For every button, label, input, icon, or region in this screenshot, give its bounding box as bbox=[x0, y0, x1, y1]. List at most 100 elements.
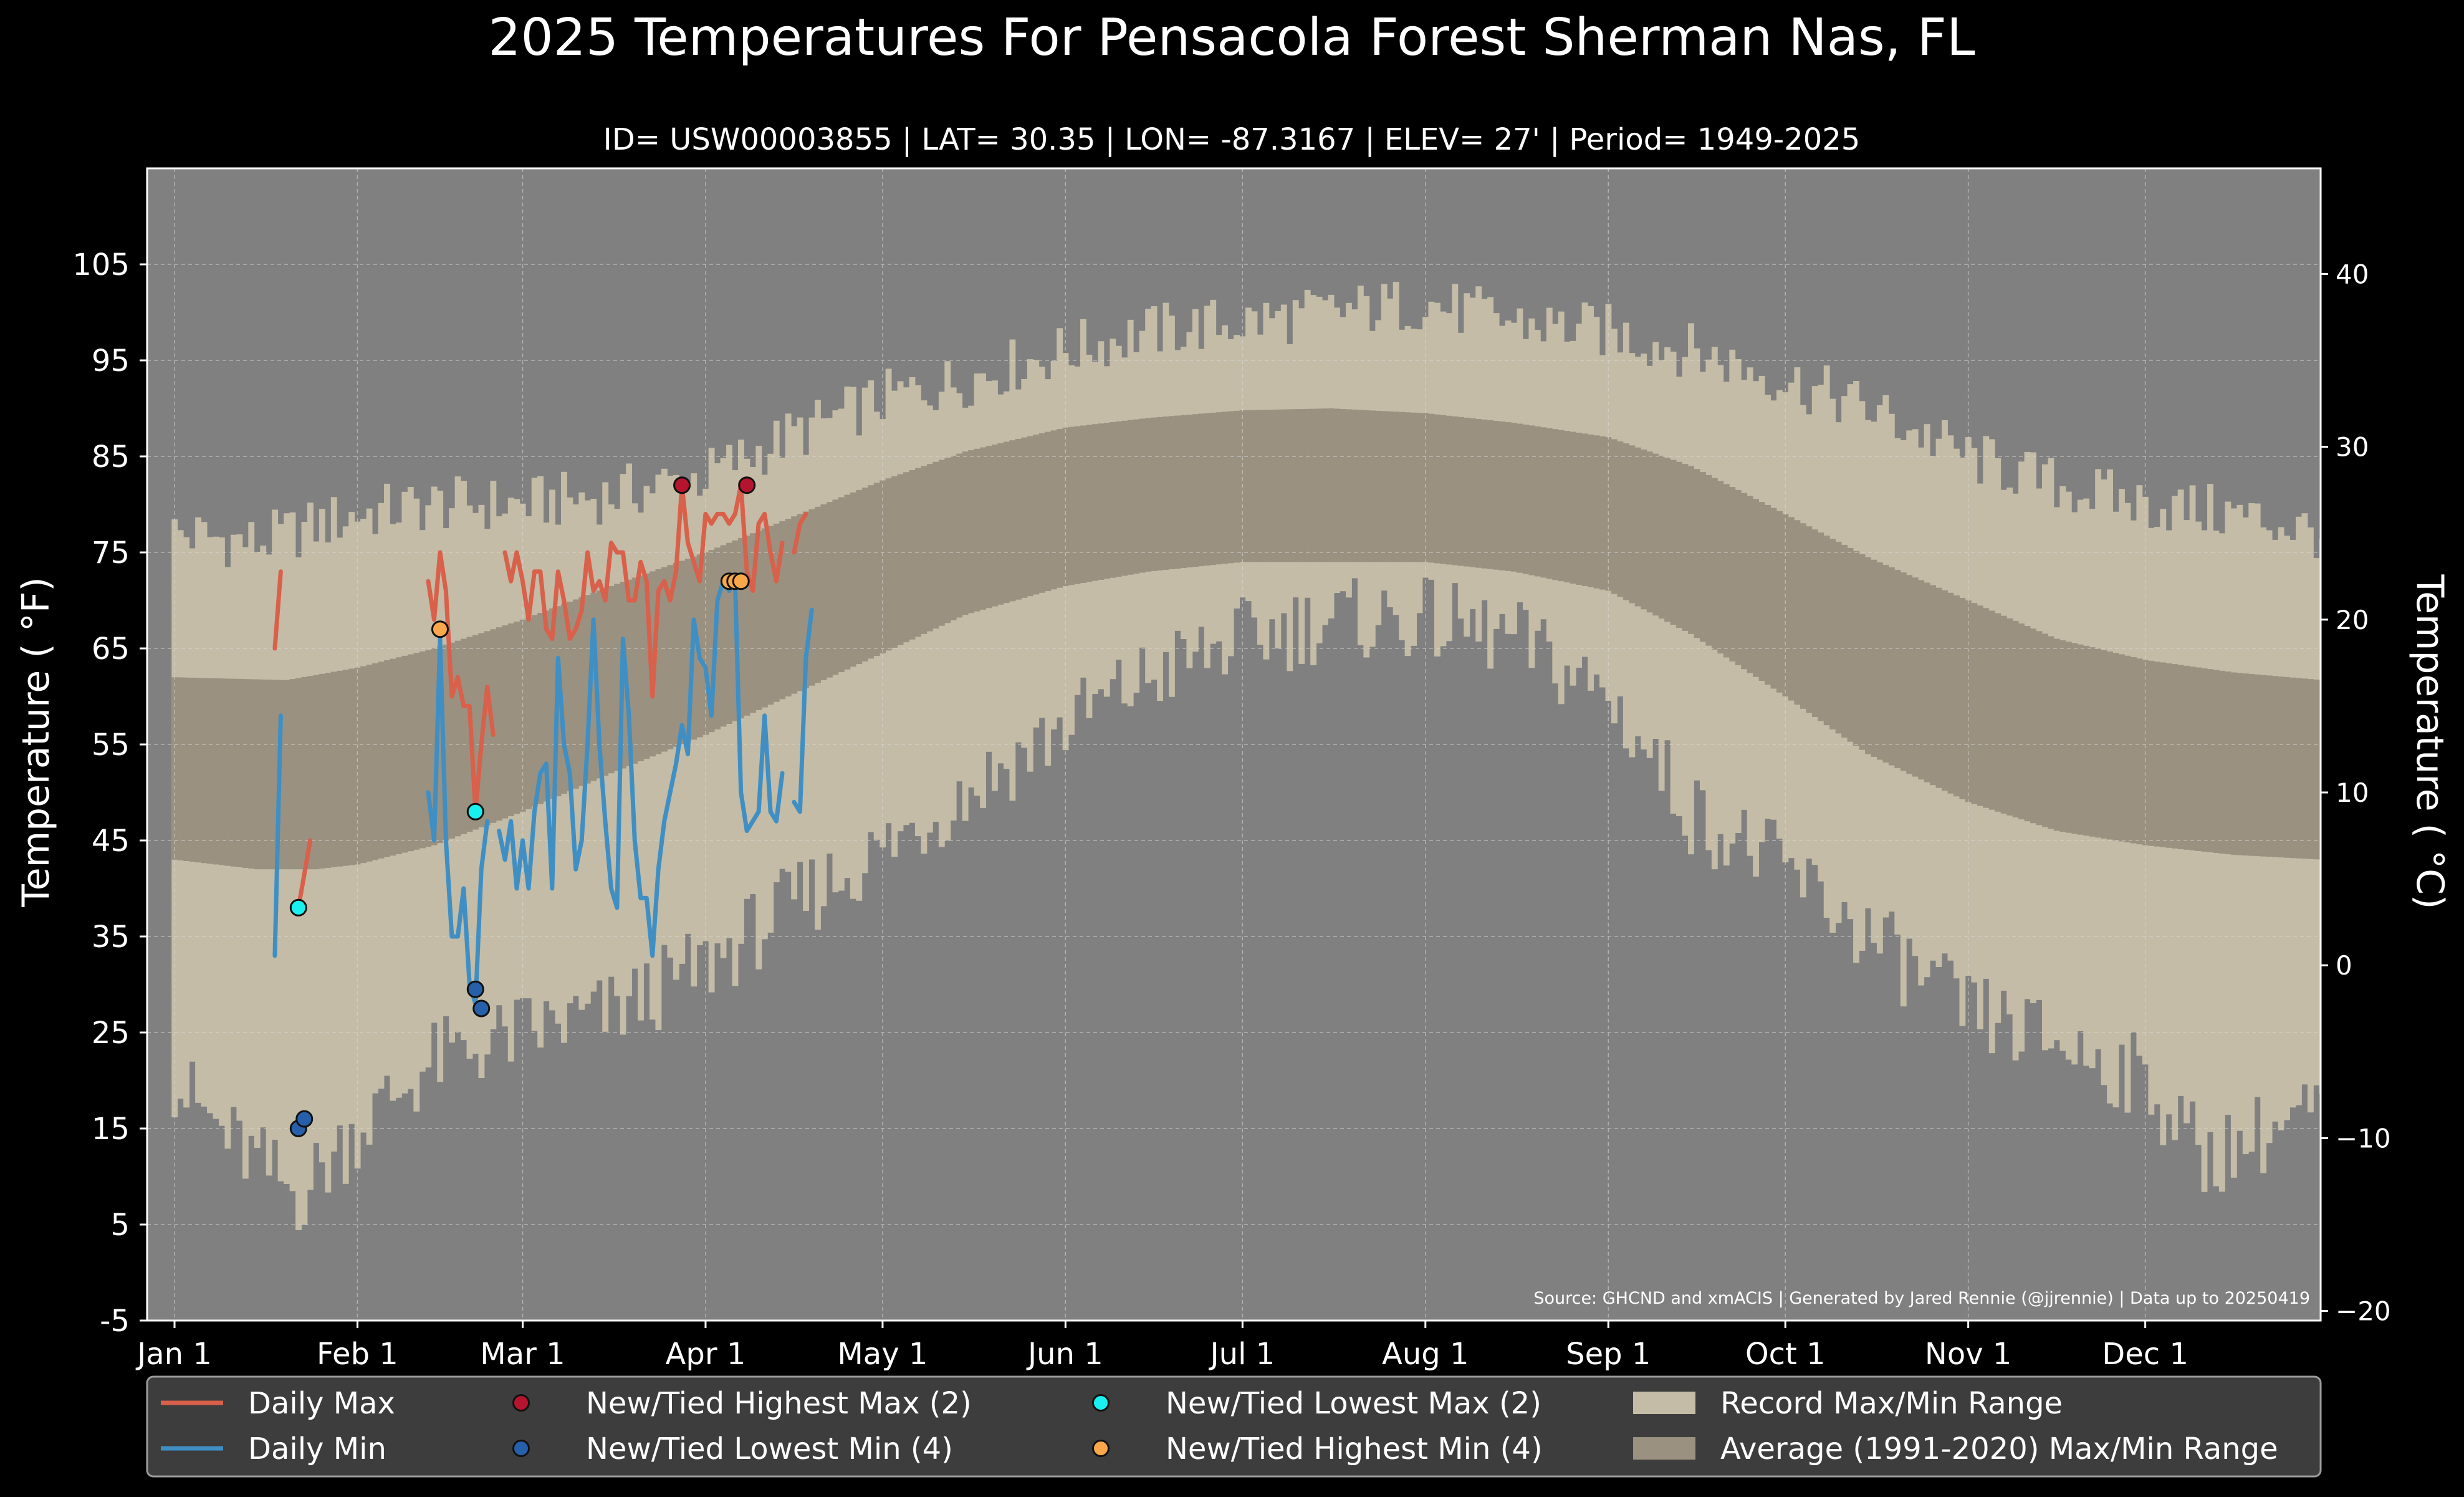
average-range-bar bbox=[1387, 411, 1394, 562]
average-range-bar bbox=[1522, 424, 1529, 574]
average-range-bar bbox=[1280, 409, 1287, 562]
average-range-bar bbox=[2260, 675, 2267, 857]
average-range-bar bbox=[177, 677, 184, 860]
record-marker bbox=[466, 802, 484, 821]
average-range-bar bbox=[720, 545, 727, 727]
average-range-bar bbox=[1422, 413, 1429, 562]
average-range-bar bbox=[856, 489, 863, 665]
average-range-bar bbox=[602, 588, 609, 776]
average-range-bar bbox=[1682, 464, 1689, 631]
x-tick-label: Jun 1 bbox=[1026, 1337, 1103, 1372]
average-range-bar bbox=[815, 506, 821, 683]
average-range-bar bbox=[2165, 663, 2172, 848]
average-range-bar bbox=[844, 494, 851, 670]
average-range-bar bbox=[808, 509, 815, 686]
average-range-bar bbox=[395, 657, 402, 854]
average-range-bar bbox=[1127, 420, 1134, 575]
average-range-bar bbox=[1292, 409, 1299, 562]
average-range-bar bbox=[968, 450, 975, 614]
average-range-bar bbox=[873, 483, 880, 657]
average-range-bar bbox=[1741, 493, 1748, 670]
average-range-bar bbox=[1546, 428, 1553, 579]
average-range-bar bbox=[1091, 424, 1098, 581]
average-range-bar bbox=[608, 585, 615, 774]
average-range-bar bbox=[868, 485, 875, 659]
average-range-bar bbox=[413, 653, 420, 850]
daily-min-line bbox=[272, 713, 283, 958]
y-tick-label-right: 30 bbox=[2336, 432, 2369, 463]
y-tick-label-left: 45 bbox=[92, 824, 130, 859]
average-range-bar bbox=[1564, 431, 1571, 583]
average-range-bar bbox=[1411, 412, 1417, 562]
average-range-bar bbox=[1215, 412, 1222, 565]
average-range-bar bbox=[366, 665, 373, 862]
legend-swatch-record-max-min-range bbox=[1633, 1392, 1695, 1414]
average-range-bar bbox=[1186, 415, 1193, 568]
daily-min-line bbox=[426, 637, 490, 1006]
average-range-bar bbox=[673, 562, 679, 747]
average-range-bar bbox=[549, 608, 555, 799]
average-range-bar bbox=[1977, 605, 1983, 806]
average-range-bar bbox=[944, 458, 951, 623]
average-range-bar bbox=[1611, 439, 1618, 594]
average-range-bar bbox=[1753, 499, 1760, 677]
average-range-bar bbox=[1493, 421, 1500, 570]
average-range-bar bbox=[1310, 408, 1317, 562]
average-range-bar bbox=[390, 658, 396, 856]
average-range-bar bbox=[2018, 623, 2025, 820]
average-range-bar bbox=[1133, 419, 1140, 574]
average-range-bar bbox=[655, 569, 662, 754]
average-range-bar bbox=[679, 561, 686, 744]
average-range-bar bbox=[561, 604, 567, 794]
record-marker bbox=[673, 476, 691, 494]
average-range-bar bbox=[1003, 441, 1010, 604]
average-range-bar bbox=[1776, 511, 1783, 693]
record-marker bbox=[466, 980, 484, 998]
average-range-bar bbox=[189, 677, 196, 862]
chart-title: 2025 Temperatures For Pensacola Forest S… bbox=[488, 8, 1975, 67]
y-tick-label-left: 35 bbox=[92, 920, 130, 955]
average-range-bar bbox=[1517, 423, 1523, 573]
average-range-bar bbox=[224, 678, 231, 866]
average-range-bar bbox=[1375, 410, 1382, 562]
average-range-bar bbox=[1222, 412, 1229, 564]
average-range-bar bbox=[921, 466, 928, 634]
average-range-bar bbox=[248, 679, 255, 869]
average-range-bars bbox=[171, 408, 2321, 870]
average-range-bar bbox=[1588, 434, 1594, 587]
average-range-bar bbox=[1157, 416, 1163, 570]
average-range-bar bbox=[997, 443, 1004, 605]
average-range-bar bbox=[2065, 642, 2072, 833]
average-range-bar bbox=[1811, 529, 1818, 717]
average-range-bar bbox=[1110, 422, 1116, 578]
y-axis-right-label: Temperature ( °C) bbox=[2408, 574, 2452, 910]
average-range-bar bbox=[319, 673, 325, 869]
average-range-bar bbox=[1782, 514, 1789, 696]
average-range-bar bbox=[437, 646, 444, 844]
record-marker bbox=[295, 1110, 314, 1128]
average-range-bar bbox=[1900, 572, 1907, 771]
x-tick-label: Nov 1 bbox=[1925, 1337, 2011, 1372]
average-range-bar bbox=[744, 536, 750, 716]
average-range-bar bbox=[1947, 592, 1954, 794]
average-range-bar bbox=[425, 650, 432, 847]
average-range-bar bbox=[1688, 466, 1694, 634]
average-range-bar bbox=[909, 470, 916, 640]
average-range-bar bbox=[2313, 680, 2320, 860]
average-range-bar bbox=[1287, 409, 1293, 562]
average-range-bar bbox=[1995, 613, 2001, 812]
average-range-bar bbox=[1210, 412, 1217, 566]
average-range-bar bbox=[590, 592, 597, 781]
average-range-bar bbox=[2030, 628, 2036, 824]
x-axis-ticks: Jan 1 Feb 1 Mar 1 Apr 1 May 1 Jun 1 Jul 1 Aug 1… bbox=[135, 1321, 2188, 1372]
average-range-bar bbox=[2184, 665, 2190, 850]
average-range-bar bbox=[1593, 435, 1600, 589]
average-range-bar bbox=[1576, 432, 1583, 585]
average-range-bar bbox=[1434, 414, 1441, 564]
average-range-bar bbox=[820, 504, 827, 681]
average-range-bar bbox=[1027, 436, 1033, 597]
x-tick-label: Sep 1 bbox=[1566, 1337, 1651, 1372]
average-range-bar bbox=[1912, 577, 1919, 777]
average-range-bar bbox=[1935, 587, 1942, 788]
y-tick-label-right: 0 bbox=[2336, 950, 2352, 981]
